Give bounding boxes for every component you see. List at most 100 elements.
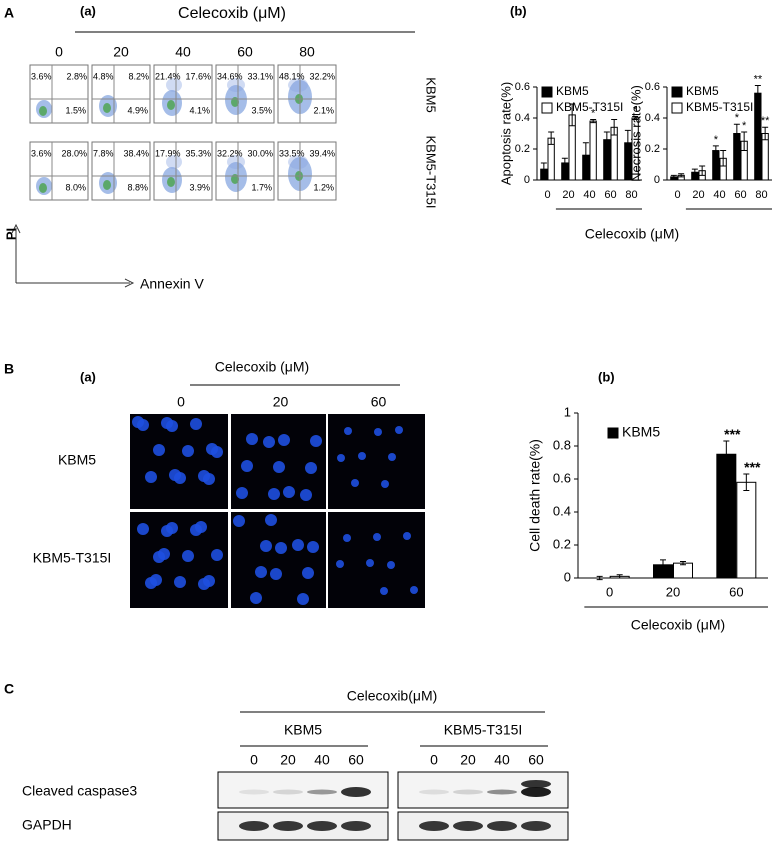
axis-label: PI bbox=[3, 228, 18, 240]
nucleus bbox=[255, 566, 267, 578]
arrow-head bbox=[124, 278, 135, 288]
nucleus bbox=[380, 587, 388, 595]
nucleus bbox=[292, 539, 304, 551]
error-bar bbox=[624, 129, 631, 156]
nucleus bbox=[174, 576, 186, 588]
significance: * bbox=[591, 107, 596, 119]
nucleus bbox=[195, 521, 207, 533]
error-bar bbox=[603, 131, 610, 148]
legend-swatch bbox=[607, 427, 619, 439]
nucleus bbox=[283, 486, 295, 498]
quadrant-percent: 3.6% bbox=[31, 71, 52, 81]
x-tick-label: 0 bbox=[674, 189, 680, 201]
nucleus bbox=[174, 472, 186, 484]
bar bbox=[716, 453, 737, 579]
error-bar bbox=[632, 115, 639, 121]
cell-core bbox=[103, 103, 111, 113]
quadrant-percent: 8.0% bbox=[65, 182, 86, 192]
x-tick-label: 0 bbox=[606, 584, 613, 599]
group-label: KBM5-T315I bbox=[444, 722, 523, 738]
legend-swatch bbox=[541, 86, 553, 98]
nucleus bbox=[182, 445, 194, 457]
nucleus bbox=[275, 542, 287, 554]
quadrant-percent: 3.6% bbox=[31, 148, 52, 158]
row-label: KBM5 bbox=[58, 452, 96, 468]
blot bbox=[397, 771, 569, 809]
cell-cloud bbox=[288, 155, 308, 169]
nucleus bbox=[307, 541, 319, 553]
quadrant-percent: 33.5% bbox=[279, 148, 305, 158]
band bbox=[307, 789, 337, 795]
column-label: 40 bbox=[175, 44, 191, 60]
error-bar bbox=[720, 150, 727, 167]
y-axis-label: Cell death rate(%) bbox=[527, 439, 543, 552]
band bbox=[521, 780, 551, 788]
column-label: 20 bbox=[113, 44, 129, 60]
nucleus bbox=[395, 426, 403, 434]
quadrant-percent: 34.6% bbox=[217, 71, 243, 81]
quadrant-percent: 8.8% bbox=[127, 182, 148, 192]
quadrant-percent: 48.1% bbox=[279, 71, 305, 81]
band bbox=[487, 789, 517, 795]
y-tick-label: 0.2 bbox=[515, 143, 530, 155]
header: Celecoxib(μM) bbox=[347, 688, 438, 704]
nucleus bbox=[300, 489, 312, 501]
cell-cloud bbox=[288, 78, 308, 92]
legend-swatch bbox=[671, 86, 683, 98]
x-tick-label: 80 bbox=[625, 189, 637, 201]
error-bar bbox=[590, 119, 597, 124]
error-bar bbox=[670, 174, 677, 179]
bar bbox=[761, 133, 769, 181]
significance: ** bbox=[761, 115, 770, 127]
band bbox=[521, 821, 551, 831]
row-label: KBM5-T315I bbox=[424, 136, 439, 209]
column-label: 80 bbox=[299, 44, 315, 60]
band bbox=[273, 789, 303, 795]
nucleus bbox=[250, 592, 262, 604]
quadrant-percent: 33.1% bbox=[247, 71, 273, 81]
band bbox=[341, 821, 371, 831]
subpanel-label: (b) bbox=[598, 369, 615, 384]
error-bar bbox=[699, 165, 706, 176]
nucleus bbox=[387, 561, 395, 569]
quadrant-percent: 39.4% bbox=[309, 148, 335, 158]
nucleus bbox=[246, 433, 258, 445]
nucleus bbox=[145, 471, 157, 483]
band bbox=[239, 821, 269, 831]
cell-cloud bbox=[166, 155, 182, 169]
nucleus bbox=[211, 549, 223, 561]
error-bar bbox=[616, 574, 623, 579]
subpanel-label: (b) bbox=[510, 3, 527, 18]
nucleus bbox=[211, 446, 223, 458]
cell-cloud bbox=[227, 155, 245, 169]
nucleus bbox=[273, 461, 285, 473]
significance: ** bbox=[754, 73, 763, 85]
x-tick-label: 60 bbox=[604, 189, 616, 201]
y-tick-label: 0.4 bbox=[553, 503, 571, 518]
nucleus bbox=[297, 593, 309, 605]
nucleus bbox=[166, 420, 178, 432]
nucleus bbox=[366, 559, 374, 567]
header: Celecoxib (μM) bbox=[178, 5, 286, 22]
quadrant-percent: 32.2% bbox=[309, 71, 335, 81]
y-tick-label: 0.4 bbox=[515, 112, 530, 124]
bar bbox=[754, 92, 762, 181]
x-axis-label: Celecoxib (μM) bbox=[585, 226, 679, 242]
error-bar bbox=[561, 157, 568, 169]
plot-frame bbox=[153, 141, 213, 201]
band bbox=[487, 821, 517, 831]
band bbox=[307, 821, 337, 831]
error-bar bbox=[712, 145, 719, 156]
nucleus bbox=[137, 523, 149, 535]
quadrant-percent: 2.8% bbox=[66, 71, 87, 81]
error-bar bbox=[611, 119, 618, 136]
nucleus bbox=[388, 453, 396, 461]
nucleus bbox=[263, 436, 275, 448]
subpanel-label: (a) bbox=[80, 369, 96, 384]
legend-swatch bbox=[671, 102, 683, 114]
legend-label: KBM5 bbox=[622, 424, 660, 440]
nucleus bbox=[158, 548, 170, 560]
nucleus bbox=[336, 560, 344, 568]
quadrant-percent: 1.7% bbox=[251, 182, 272, 192]
